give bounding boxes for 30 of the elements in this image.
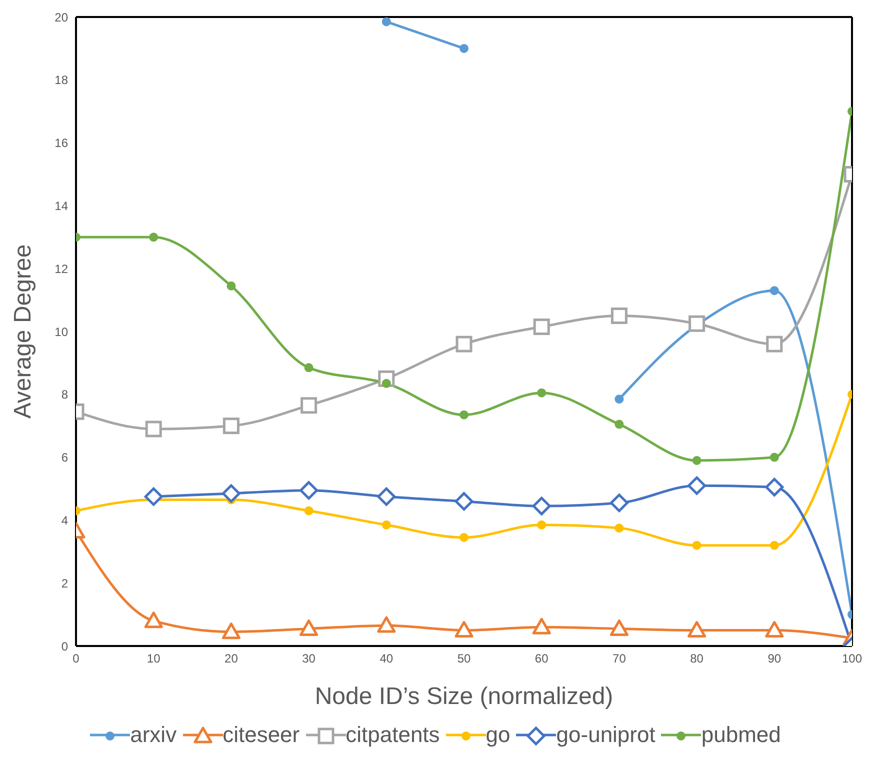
y-tick-label: 14	[54, 198, 68, 213]
y-tick-label: 18	[54, 73, 68, 88]
y-tick-label: 16	[54, 136, 68, 150]
legend-label: arxiv	[130, 722, 177, 748]
legend-label: citpatents	[346, 722, 440, 748]
legend-label: go-uniprot	[556, 722, 656, 748]
x-tick-label: 80	[690, 652, 704, 666]
x-tick-label: 30	[302, 652, 316, 666]
y-tick-label: 10	[54, 324, 68, 339]
x-axis-title: Node ID’s Size (normalized)	[314, 683, 614, 710]
x-tick-label: 100	[842, 652, 862, 666]
x-tick-label: 70	[612, 652, 626, 666]
legend-label: go	[486, 722, 510, 748]
y-tick-label: 20	[54, 10, 68, 24]
legend-label: pubmed	[701, 722, 781, 748]
x-tick-label: 60	[534, 652, 549, 666]
y-tick-label: 4	[61, 513, 68, 528]
x-tick-label: 10	[146, 652, 161, 666]
x-tick-label: 0	[72, 652, 80, 666]
x-tick-label: 40	[380, 652, 394, 666]
y-tick-label: 2	[61, 576, 68, 590]
legend-label: citeseer	[222, 722, 300, 748]
x-tick-label: 20	[224, 652, 238, 666]
y-tick-label: 8	[61, 388, 68, 402]
x-tick-label: 50	[457, 652, 471, 666]
y-tick-label: 6	[61, 450, 68, 465]
y-axis-title: Average Degree	[10, 244, 37, 419]
y-tick-label: 12	[54, 262, 68, 276]
x-tick-label: 90	[768, 652, 782, 666]
y-tick-label: 0	[61, 639, 68, 654]
